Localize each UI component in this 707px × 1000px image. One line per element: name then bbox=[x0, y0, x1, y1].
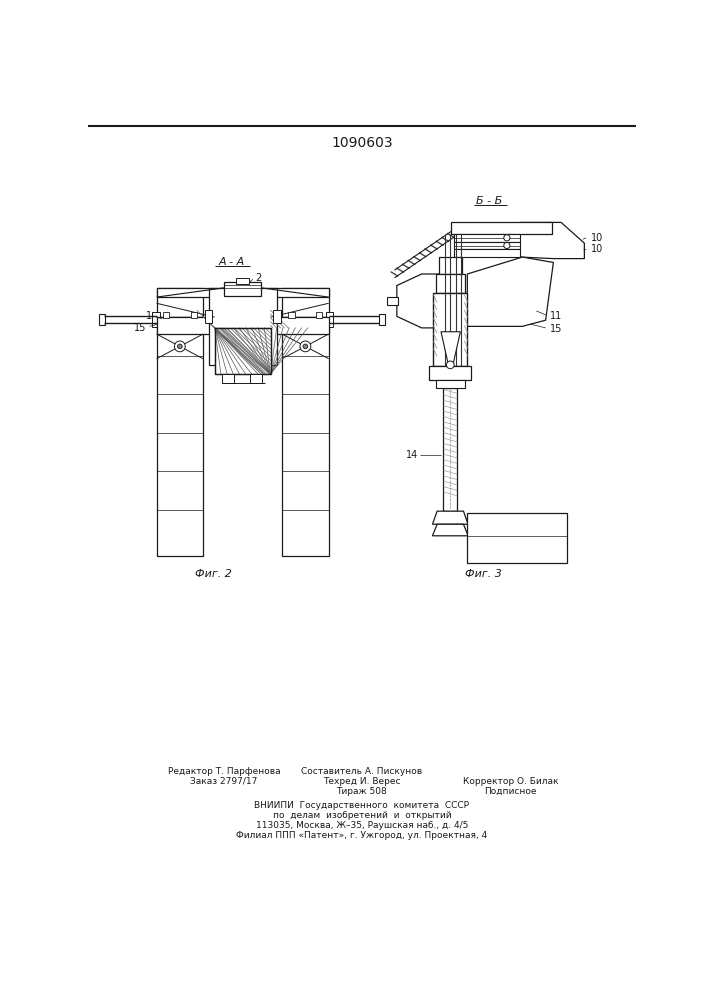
Bar bbox=[222, 374, 234, 383]
Text: Редактор Т. Парфенова: Редактор Т. Парфенова bbox=[168, 767, 280, 776]
Text: Фиг. 3: Фиг. 3 bbox=[465, 569, 502, 579]
Bar bbox=[316, 312, 322, 318]
Text: 11: 11 bbox=[549, 311, 562, 321]
Bar bbox=[156, 317, 203, 556]
Text: Заказ 2797/17: Заказ 2797/17 bbox=[190, 777, 257, 786]
Text: A - A: A - A bbox=[218, 257, 245, 267]
Bar bbox=[215, 328, 271, 374]
Circle shape bbox=[175, 341, 185, 352]
Text: Тираж 508: Тираж 508 bbox=[337, 787, 387, 796]
Bar bbox=[209, 288, 276, 365]
Bar bbox=[467, 513, 567, 563]
Text: Фиг. 2: Фиг. 2 bbox=[196, 569, 233, 579]
Bar bbox=[443, 388, 457, 511]
Polygon shape bbox=[433, 524, 468, 536]
Circle shape bbox=[303, 344, 308, 349]
Bar bbox=[191, 312, 197, 318]
Text: 15: 15 bbox=[134, 323, 146, 333]
Bar bbox=[152, 312, 160, 327]
Bar bbox=[156, 288, 203, 317]
Bar bbox=[288, 312, 295, 318]
Bar bbox=[451, 222, 552, 234]
Circle shape bbox=[504, 242, 510, 249]
Bar bbox=[438, 257, 462, 274]
Bar bbox=[282, 317, 329, 556]
Text: ВНИИПИ  Государственного  комитета  СССР: ВНИИПИ Государственного комитета СССР bbox=[255, 801, 469, 810]
Bar bbox=[204, 310, 212, 323]
Bar bbox=[224, 282, 261, 296]
Bar bbox=[454, 242, 520, 249]
Bar bbox=[236, 278, 249, 284]
Bar bbox=[387, 297, 398, 305]
Text: 15: 15 bbox=[549, 324, 562, 334]
Text: Техред И. Верес: Техред И. Верес bbox=[323, 777, 401, 786]
Bar bbox=[156, 288, 329, 297]
Bar bbox=[163, 312, 169, 318]
Text: по  делам  изобретений  и  открытий: по делам изобретений и открытий bbox=[273, 811, 451, 820]
Bar bbox=[436, 380, 465, 388]
Circle shape bbox=[177, 344, 182, 349]
Circle shape bbox=[504, 235, 510, 241]
Bar bbox=[215, 328, 271, 374]
Text: 1: 1 bbox=[146, 311, 152, 321]
Bar bbox=[99, 314, 105, 325]
Text: 113035, Москва, Ж–35, Раушская наб., д. 4/5: 113035, Москва, Ж–35, Раушская наб., д. … bbox=[256, 821, 468, 830]
Text: Филиал ППП «Патент», г. Ужгород, ул. Проектная, 4: Филиал ППП «Патент», г. Ужгород, ул. Про… bbox=[236, 831, 488, 840]
Polygon shape bbox=[467, 257, 554, 326]
Polygon shape bbox=[397, 274, 451, 328]
Text: Б - Б: Б - Б bbox=[476, 196, 502, 206]
Text: Подписное: Подписное bbox=[484, 787, 537, 796]
Bar bbox=[250, 374, 262, 383]
Circle shape bbox=[446, 361, 454, 369]
Text: 10: 10 bbox=[590, 233, 603, 243]
Bar bbox=[454, 249, 520, 257]
Bar bbox=[433, 293, 467, 366]
Text: Составитель А. Пискунов: Составитель А. Пискунов bbox=[301, 767, 423, 776]
Polygon shape bbox=[520, 222, 585, 259]
Text: 14: 14 bbox=[406, 450, 418, 460]
Bar bbox=[379, 314, 385, 325]
Polygon shape bbox=[433, 511, 468, 524]
Bar bbox=[156, 317, 329, 334]
Bar bbox=[436, 274, 465, 293]
Bar bbox=[282, 288, 329, 317]
Bar bbox=[325, 312, 333, 327]
Text: Корректор О. Билак: Корректор О. Билак bbox=[463, 777, 559, 786]
Text: 1090603: 1090603 bbox=[331, 136, 393, 150]
Circle shape bbox=[300, 341, 311, 352]
Bar bbox=[454, 234, 520, 242]
Bar bbox=[429, 366, 472, 380]
Text: 2: 2 bbox=[255, 273, 262, 283]
Bar bbox=[273, 310, 281, 323]
Text: 10: 10 bbox=[590, 244, 603, 254]
Polygon shape bbox=[441, 332, 460, 366]
